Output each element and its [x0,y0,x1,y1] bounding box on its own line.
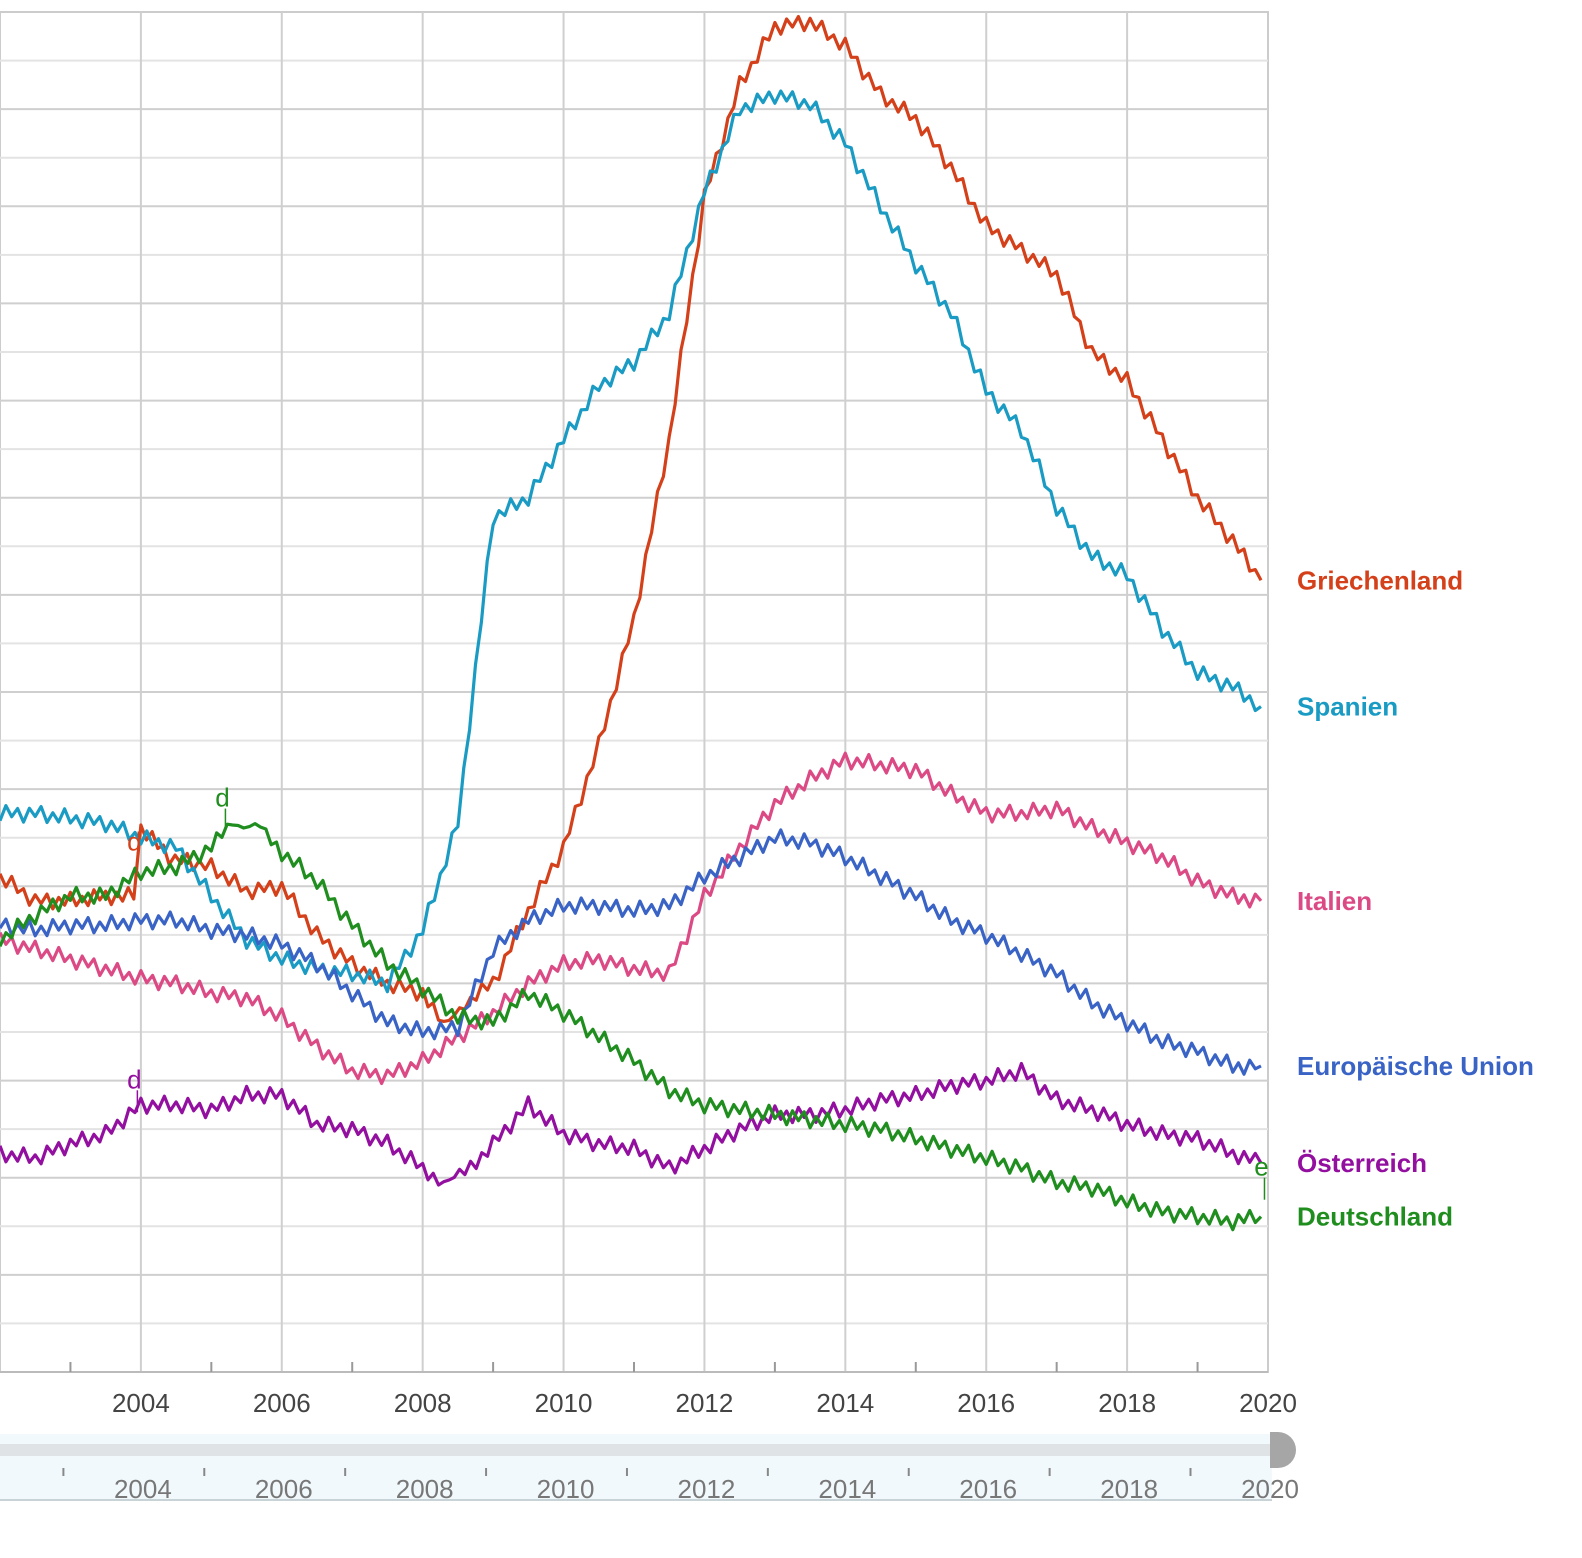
series-line-3 [0,828,1262,1076]
x-axis: 2004 2006 2008 2010 2012 2014 2016 2018 2020 [0,1362,1297,1418]
navigator-handle[interactable] [1270,1432,1296,1468]
annotation-marker: d [215,783,229,813]
navigator-tick-label: 2016 [959,1474,1017,1504]
series-line-2 [0,751,1263,1086]
series-line-5 [0,822,1263,1232]
x-tick-label: 2014 [816,1388,874,1418]
navigator-tick-label: 2010 [537,1474,595,1504]
navigator-tick-label: 2020 [1241,1474,1299,1504]
x-tick-label: 2010 [535,1388,593,1418]
legend-label-5: Deutschland [1297,1202,1453,1232]
navigator-tick-label: 2004 [114,1474,172,1504]
navigator-tick-label: 2014 [818,1474,876,1504]
navigator-tick-label: 2006 [255,1474,313,1504]
range-navigator[interactable]: 2004 2006 2008 2010 2012 2014 2016 2018 2020 [0,1432,1299,1504]
legend-label-0: Griechenland [1297,565,1463,595]
navigator-track [0,1444,1272,1456]
annotations: d d d e [127,783,1269,1200]
navigator-tick-label: 2018 [1100,1474,1158,1504]
legend-label-2: Italien [1297,886,1372,916]
x-tick-label: 2020 [1239,1388,1297,1418]
x-tick-label: 2018 [1098,1388,1156,1418]
series-line-0 [0,14,1263,1023]
legend-label-4: Österreich [1297,1148,1427,1178]
legend: Griechenland Spanien Italien Europäische Un… [1297,565,1534,1231]
x-tick-label: 2016 [957,1388,1015,1418]
x-tick-label: 2012 [676,1388,734,1418]
x-tick-label: 2006 [253,1388,311,1418]
navigator-tick-label: 2008 [396,1474,454,1504]
navigator-background [0,1434,1272,1500]
series-lines [0,14,1263,1232]
grid [0,11,1269,1373]
legend-label-1: Spanien [1297,692,1398,722]
x-tick-label: 2008 [394,1388,452,1418]
legend-label-3: Europäische Union [1297,1051,1534,1081]
series-line-4 [0,1061,1263,1187]
navigator-tick-label: 2012 [678,1474,736,1504]
annotation-marker: e [1254,1152,1268,1182]
x-tick-label: 2004 [112,1388,170,1418]
annotation-marker: d [127,1064,141,1094]
annotation-marker: d [127,826,141,856]
series-line-1 [0,89,1262,994]
